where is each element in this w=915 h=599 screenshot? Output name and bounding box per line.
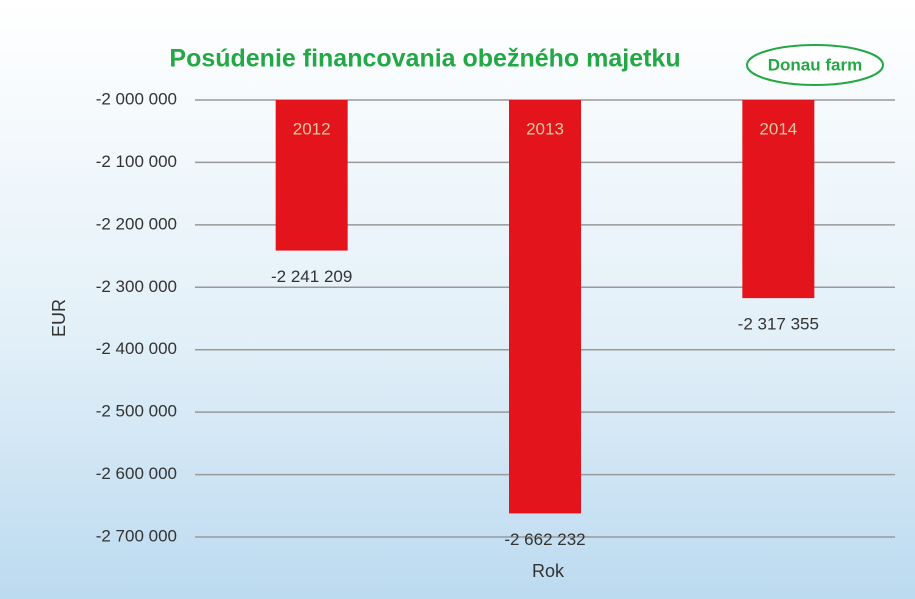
x-axis-label: Rok [532, 561, 565, 581]
bar [275, 100, 348, 251]
y-tick-label: -2 100 000 [96, 152, 177, 171]
y-tick-label: -2 400 000 [96, 339, 177, 358]
category-label: 2012 [293, 119, 331, 138]
y-tick-label: -2 200 000 [96, 214, 177, 233]
bar [742, 100, 815, 299]
chart-title: Posúdenie financovania obežného majetku [169, 45, 680, 73]
value-label: -2 662 232 [504, 530, 585, 549]
logo: Donau farm [768, 55, 862, 74]
y-axis-label: EUR [49, 299, 69, 337]
y-tick-label: -2 500 000 [96, 402, 177, 421]
category-label: 2014 [759, 119, 797, 138]
value-label: -2 241 209 [271, 267, 352, 286]
y-tick-label: -2 700 000 [96, 526, 177, 545]
bar [509, 100, 581, 514]
category-label: 2013 [526, 119, 564, 138]
y-tick-label: -2 000 000 [96, 89, 177, 108]
y-tick-label: -2 600 000 [96, 464, 177, 483]
logo-frame [746, 44, 884, 86]
value-label: -2 317 355 [738, 315, 819, 334]
y-tick-label: -2 300 000 [96, 277, 177, 296]
